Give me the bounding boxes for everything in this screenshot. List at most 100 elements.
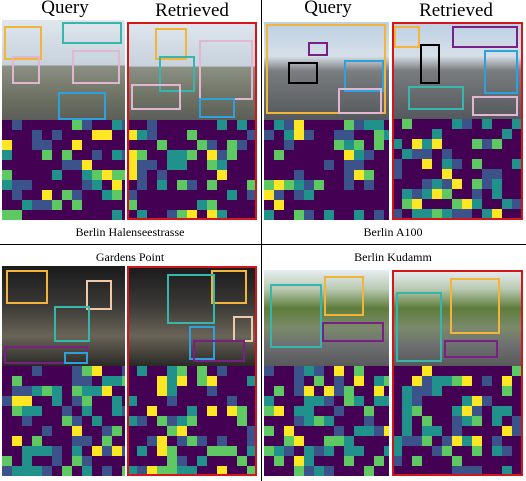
heatmap-cell [12, 180, 22, 190]
heatmap-cell [264, 210, 274, 220]
heatmap-cell [197, 200, 207, 210]
heatmap-cell [122, 376, 125, 386]
heatmap-cell [42, 150, 52, 160]
heatmap-cell [52, 386, 62, 396]
match-box [408, 86, 464, 110]
heatmap-cell [237, 416, 247, 426]
heatmap-cell [72, 376, 82, 386]
heatmap-cell [177, 436, 187, 446]
heatmap-cell [122, 150, 125, 160]
heatmap-cell [22, 386, 32, 396]
query-panel-a100 [264, 22, 389, 220]
heatmap-cell [462, 396, 472, 406]
match-box [396, 292, 442, 362]
heatmap-cell [72, 416, 82, 426]
heatmap-cell [22, 416, 32, 426]
heatmap-cell [167, 160, 177, 170]
heatmap-cell [432, 426, 442, 436]
heatmap-cell [512, 416, 522, 426]
heatmap-cell [247, 466, 257, 476]
heatmap-cell [472, 189, 482, 199]
heatmap-cell [402, 199, 412, 209]
heatmap-cell [177, 210, 187, 220]
heatmap-cell [442, 169, 452, 179]
heatmap-cell [442, 189, 452, 199]
heatmap-cell [52, 456, 62, 466]
match-box [58, 92, 106, 120]
heatmap-cell [187, 130, 197, 140]
heatmap-cell [384, 426, 389, 436]
heatmap-cell [217, 366, 227, 376]
match-box [472, 96, 518, 116]
heatmap-cell [157, 170, 167, 180]
heatmap-cell [364, 406, 374, 416]
match-box [266, 24, 386, 114]
heatmap-cell [274, 456, 284, 466]
heatmap-cell [284, 446, 294, 456]
heatmap-cell [12, 376, 22, 386]
heatmap-cell [334, 386, 344, 396]
heatmap-cell [522, 129, 523, 139]
heatmap-cell [62, 416, 72, 426]
heatmap-cell [294, 436, 304, 446]
heatmap-cell [364, 150, 374, 160]
match-box [420, 44, 440, 84]
heatmap-cell [482, 169, 492, 179]
heatmap-cell [442, 179, 452, 189]
match-box [233, 316, 253, 342]
heatmap-cell [32, 436, 42, 446]
match-box [308, 42, 328, 56]
heatmap-cell [112, 120, 122, 130]
heatmap-cell [207, 386, 217, 396]
heatmap-cell [492, 416, 502, 426]
match-box [189, 326, 215, 360]
heatmap-cell [304, 386, 314, 396]
heatmap-cell [412, 149, 422, 159]
heatmap-cell [284, 436, 294, 446]
heatmap-cell [392, 446, 402, 456]
heatmap-cell [462, 436, 472, 446]
heatmap-cell [147, 436, 157, 446]
heatmap-cell [452, 209, 462, 219]
heatmap-cell [167, 376, 177, 386]
heatmap-cell [127, 466, 137, 476]
heatmap-cell [324, 386, 334, 396]
query-heatmap-kudamm [264, 366, 389, 476]
heatmap-cell [314, 446, 324, 456]
heatmap-cell [72, 386, 82, 396]
query-heatmap-a100 [264, 120, 389, 220]
heatmap-cell [227, 446, 237, 456]
heatmap-cell [82, 406, 92, 416]
heatmap-cell [12, 466, 22, 476]
heatmap-cell [217, 160, 227, 170]
heatmap-cell [167, 456, 177, 466]
heatmap-cell [284, 130, 294, 140]
heatmap-cell [217, 436, 227, 446]
heatmap-cell [502, 406, 512, 416]
heatmap-cell [364, 180, 374, 190]
heatmap-cell [62, 190, 72, 200]
heatmap-cell [177, 376, 187, 386]
heatmap-cell [472, 446, 482, 456]
heatmap-cell [374, 426, 384, 436]
heatmap-cell [274, 120, 284, 130]
heatmap-cell [147, 466, 157, 476]
heatmap-cell [177, 150, 187, 160]
heatmap-cell [364, 466, 374, 476]
heatmap-cell [354, 150, 364, 160]
heatmap-cell [432, 179, 442, 189]
query-title-left: Query [41, 0, 89, 18]
heatmap-cell [157, 466, 167, 476]
heatmap-cell [52, 446, 62, 456]
heatmap-cell [42, 200, 52, 210]
heatmap-cell [412, 406, 422, 416]
heatmap-cell [52, 200, 62, 210]
heatmap-cell [472, 436, 482, 446]
heatmap-cell [502, 376, 512, 386]
match-box [394, 26, 420, 48]
heatmap-cell [432, 376, 442, 386]
match-box [6, 270, 48, 304]
heatmap-cell [82, 366, 92, 376]
heatmap-cell [304, 180, 314, 190]
